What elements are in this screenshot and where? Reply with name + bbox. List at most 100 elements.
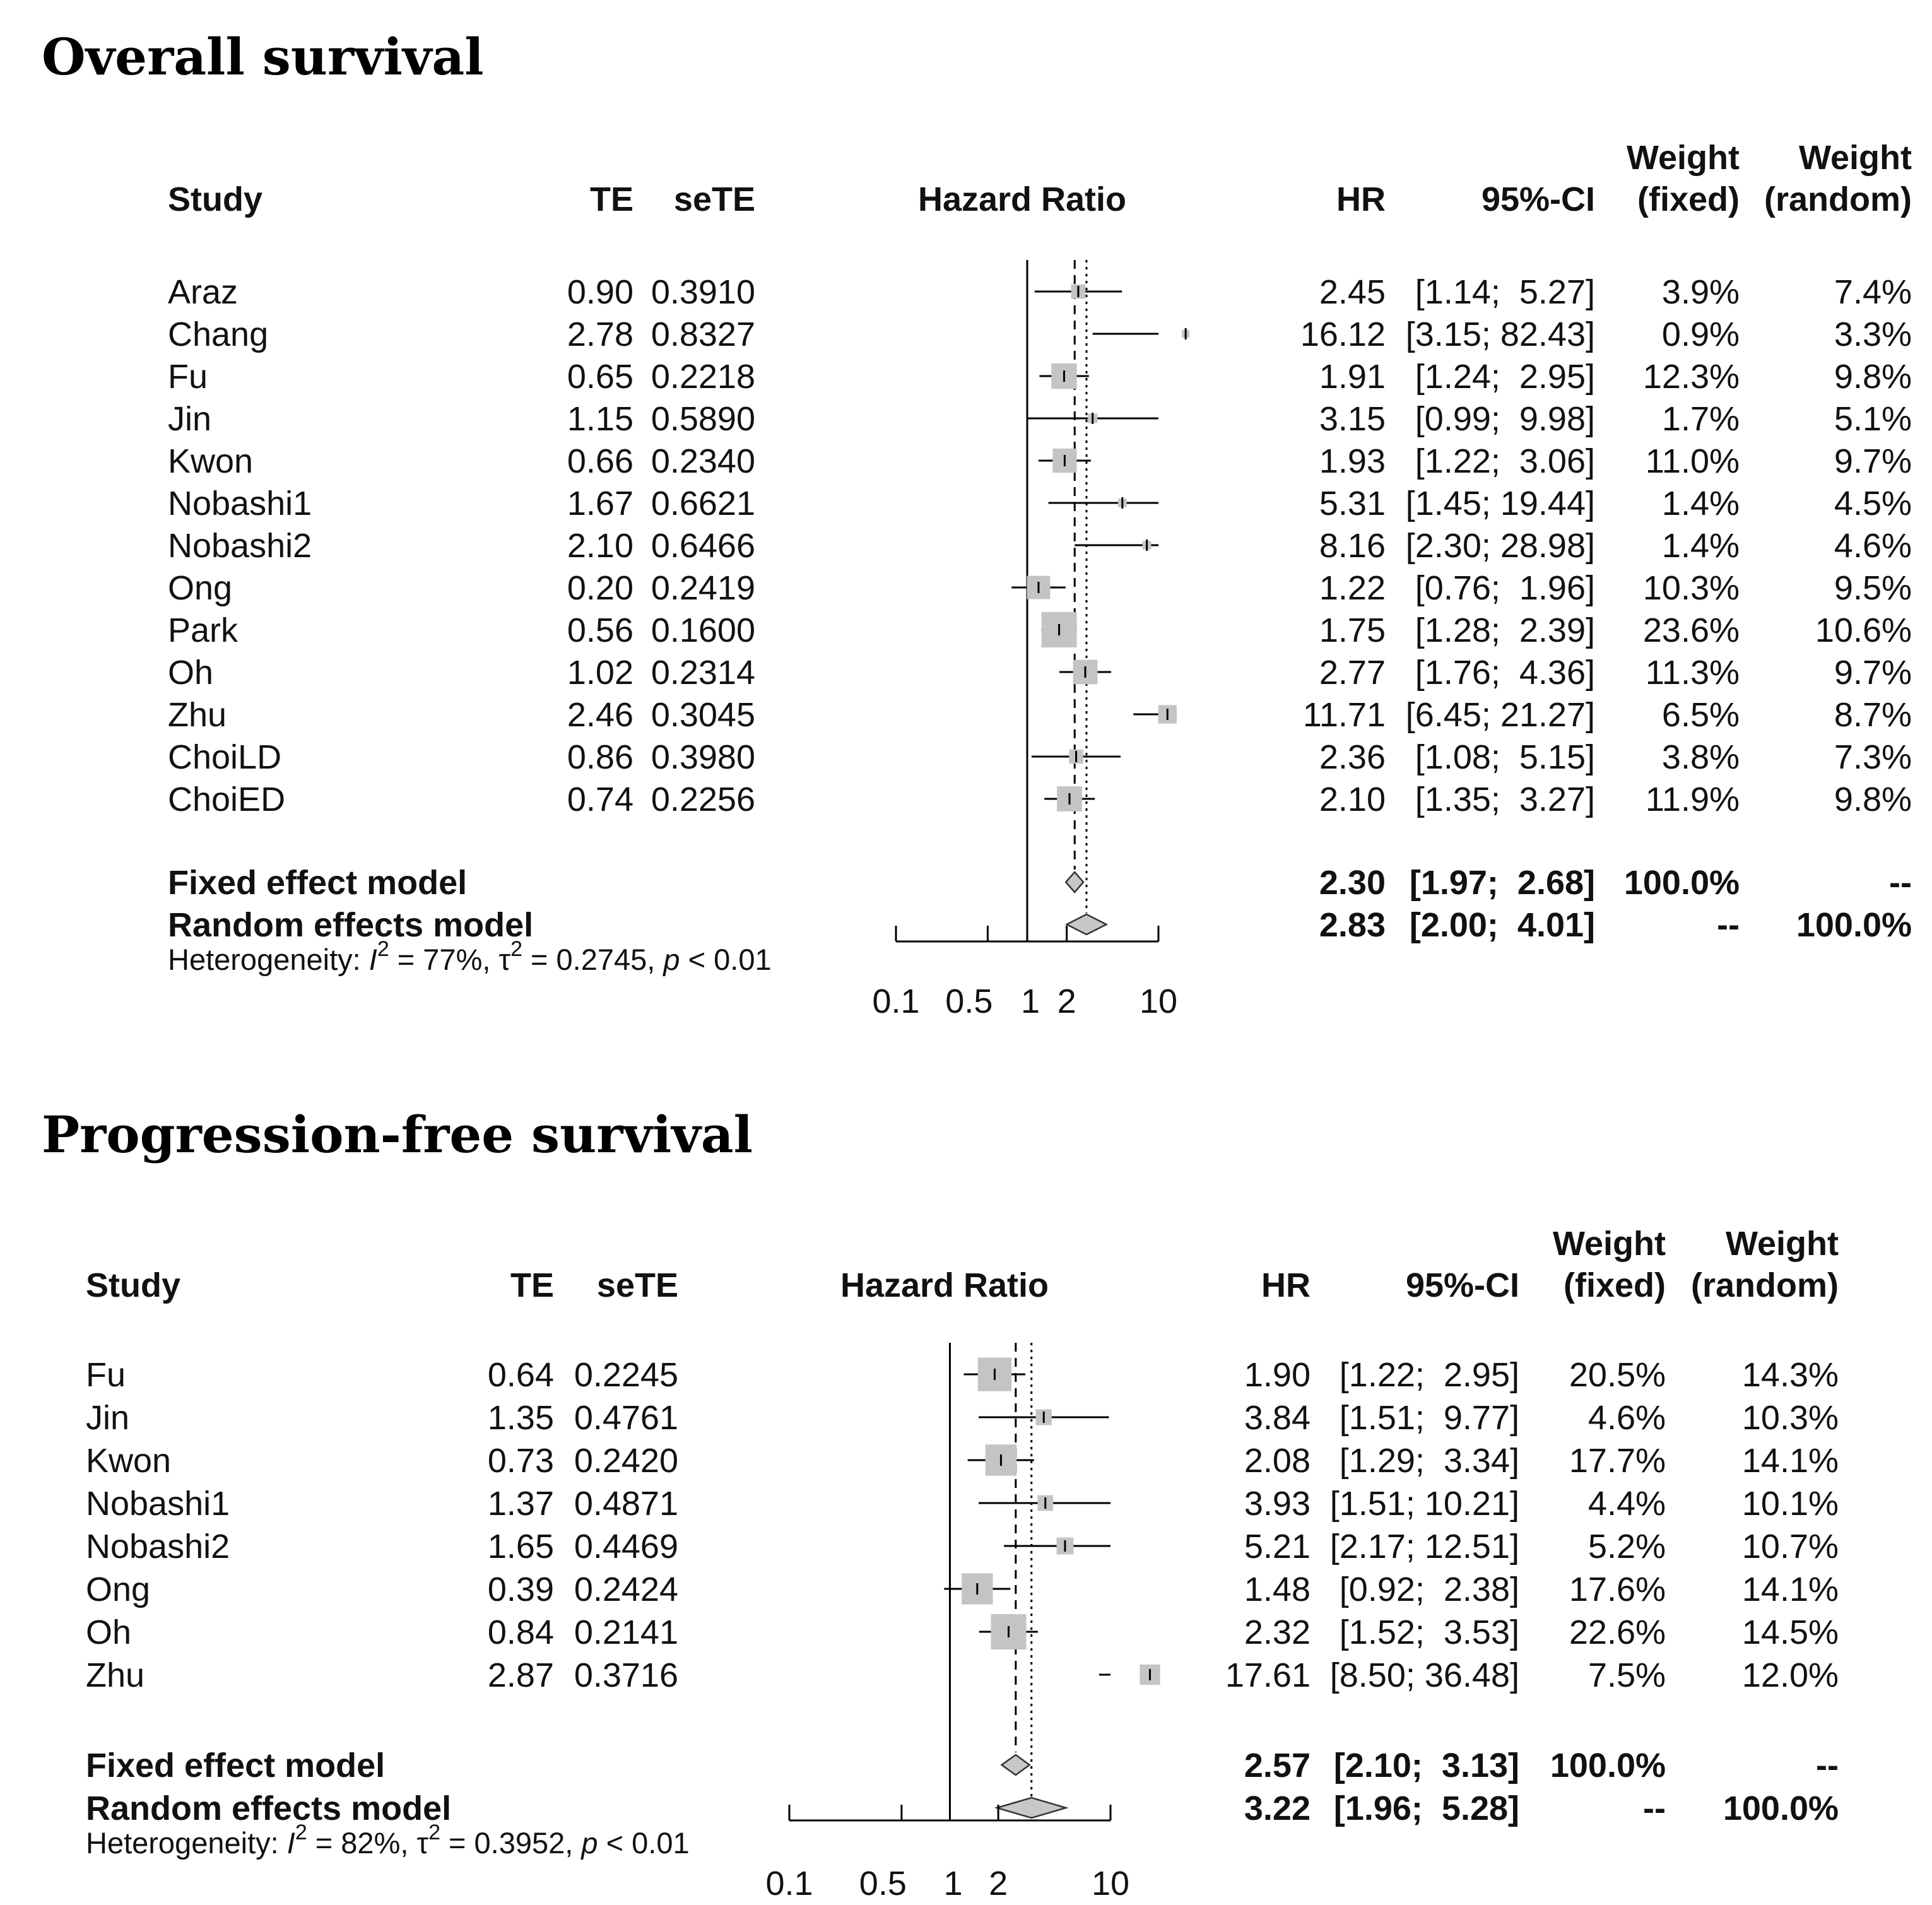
header-weight-fixed-line2: (fixed) (1564, 1266, 1666, 1304)
study-sete: 0.3045 (651, 696, 755, 734)
model-hr: 2.57 (1244, 1747, 1311, 1784)
study-weight-fixed: 12.3% (1643, 358, 1740, 396)
study-name: Ong (86, 1571, 150, 1608)
model-weight-random: 100.0% (1723, 1790, 1839, 1827)
study-te: 0.84 (488, 1613, 554, 1651)
study-ci: [0.76; 1.96] (1415, 569, 1595, 607)
tau-squared-superscript: 2 (510, 937, 522, 961)
study-weight-random: 7.3% (1834, 738, 1912, 776)
header-weight-random-line1: Weight (1799, 139, 1912, 177)
study-weight-random: 14.3% (1742, 1356, 1839, 1394)
x-axis-tick-label: 2 (1057, 982, 1076, 1020)
tau-symbol: τ (498, 943, 510, 976)
model-label: Random effects model (168, 906, 533, 944)
study-te: 1.02 (567, 654, 633, 692)
study-name: ChoiLD (168, 738, 281, 776)
model-hr: 2.83 (1319, 906, 1386, 944)
i-squared-value: = 77%, (389, 943, 499, 976)
panel-title: Overall survival (42, 27, 484, 86)
study-te: 2.46 (567, 696, 633, 734)
study-sete: 0.3910 (651, 273, 755, 311)
study-ci: [3.15; 82.43] (1406, 316, 1595, 353)
header-study: Study (86, 1266, 180, 1304)
study-name: Chang (168, 316, 268, 353)
study-ci: [1.29; 3.34] (1340, 1442, 1519, 1480)
study-ci: [1.08; 5.15] (1415, 738, 1595, 776)
header-weight-random-line1: Weight (1726, 1225, 1839, 1263)
study-hr: 5.21 (1244, 1528, 1311, 1566)
study-sete: 0.4469 (574, 1528, 678, 1566)
study-weight-fixed: 1.4% (1662, 485, 1740, 522)
study-te: 1.15 (567, 400, 633, 438)
model-hr: 2.30 (1319, 864, 1386, 902)
study-weight-fixed: 1.4% (1662, 527, 1740, 565)
study-hr: 2.10 (1319, 781, 1386, 818)
study-sete: 0.2420 (574, 1442, 678, 1480)
study-hr: 2.77 (1319, 654, 1386, 692)
study-name: Kwon (168, 442, 253, 480)
study-weight-fixed: 11.9% (1646, 781, 1740, 818)
study-hr: 17.61 (1225, 1656, 1311, 1694)
study-weight-random: 14.1% (1742, 1571, 1839, 1608)
study-sete: 0.2141 (574, 1613, 678, 1651)
study-hr: 3.84 (1244, 1399, 1311, 1437)
study-sete: 0.5890 (651, 400, 755, 438)
study-weight-fixed: 20.5% (1569, 1356, 1666, 1394)
p-symbol: p (662, 943, 680, 976)
i-squared-value: = 82%, (307, 1826, 417, 1860)
tau-squared-value: = 0.3952, (440, 1826, 581, 1860)
study-ci: [1.76; 4.36] (1415, 654, 1595, 692)
study-sete: 0.8327 (651, 316, 755, 353)
model-label: Fixed effect model (86, 1747, 385, 1784)
study-ci: [1.14; 5.27] (1415, 273, 1595, 311)
study-weight-random: 9.7% (1834, 442, 1912, 480)
study-weight-fixed: 4.4% (1588, 1485, 1666, 1523)
study-hr: 5.31 (1319, 485, 1386, 522)
model-label: Random effects model (86, 1790, 451, 1827)
study-name: Jin (86, 1399, 129, 1437)
study-weight-random: 14.5% (1742, 1613, 1839, 1651)
study-weight-random: 4.5% (1834, 485, 1912, 522)
panel-title: Progression-free survival (42, 1105, 753, 1164)
x-axis-tick-label: 10 (1140, 982, 1177, 1020)
study-sete: 0.4761 (574, 1399, 678, 1437)
study-weight-random: 7.4% (1834, 273, 1912, 311)
header-hazard-ratio: Hazard Ratio (918, 180, 1126, 218)
study-weight-fixed: 3.8% (1662, 738, 1740, 776)
study-weight-random: 9.8% (1834, 781, 1912, 818)
study-weight-random: 14.1% (1742, 1442, 1839, 1480)
study-weight-random: 12.0% (1742, 1656, 1839, 1694)
study-te: 1.65 (488, 1528, 554, 1566)
study-sete: 0.6621 (651, 485, 755, 522)
study-te: 2.78 (567, 316, 633, 353)
x-axis-tick-label: 10 (1092, 1865, 1129, 1902)
random-effects-diamond (1064, 913, 1109, 936)
study-ci: [1.28; 2.39] (1415, 611, 1595, 649)
study-sete: 0.3716 (574, 1656, 678, 1694)
study-hr: 1.91 (1319, 358, 1386, 396)
tau-symbol: τ (416, 1826, 428, 1860)
study-name: Zhu (168, 696, 227, 734)
study-name: Jin (168, 400, 211, 438)
study-te: 0.73 (488, 1442, 554, 1480)
study-sete: 0.3980 (651, 738, 755, 776)
study-weight-fixed: 17.7% (1569, 1442, 1666, 1480)
study-sete: 0.2245 (574, 1356, 678, 1394)
study-hr: 3.15 (1319, 400, 1386, 438)
study-sete: 0.2340 (651, 442, 755, 480)
study-name: Ong (168, 569, 232, 607)
study-sete: 0.2218 (651, 358, 755, 396)
study-name: Fu (168, 358, 208, 396)
heterogeneity-prefix: Heterogeneity: (168, 943, 369, 976)
study-weight-random: 9.7% (1834, 654, 1912, 692)
study-weight-fixed: 1.7% (1662, 400, 1740, 438)
header-ci: 95%-CI (1406, 1266, 1519, 1304)
x-axis-tick-label: 0.1 (872, 982, 919, 1020)
study-hr: 1.93 (1319, 442, 1386, 480)
model-ci: [1.96; 5.28] (1334, 1790, 1519, 1827)
i-squared-symbol: I (287, 1826, 295, 1860)
study-name: Oh (168, 654, 213, 692)
study-weight-fixed: 0.9% (1662, 316, 1740, 353)
i-squared-symbol: I (369, 943, 377, 976)
